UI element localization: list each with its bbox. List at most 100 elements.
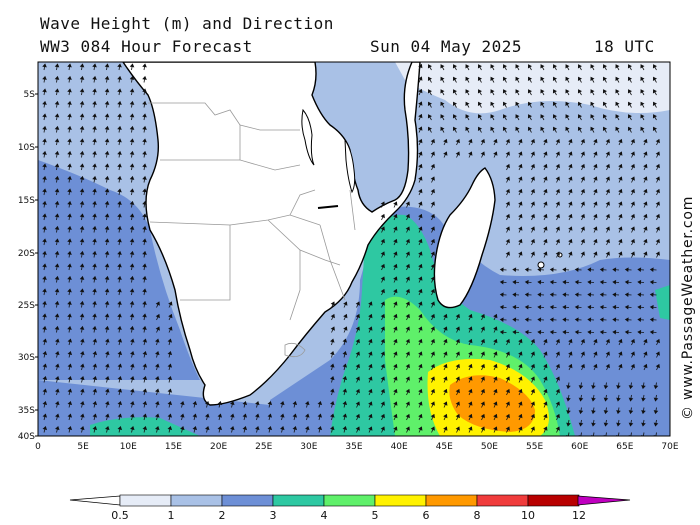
wave-arrow-head: [167, 338, 173, 343]
wave-arrow-head: [530, 238, 535, 244]
wave-arrow-head: [543, 413, 548, 419]
wave-arrow-head: [480, 363, 485, 369]
wave-arrow-head: [649, 317, 654, 323]
wave-arrow-head: [393, 301, 398, 306]
wave-arrow-head: [117, 313, 122, 318]
wave-arrow-head: [54, 288, 60, 293]
wave-arrow-head: [468, 138, 473, 144]
wave-arrow-head: [380, 251, 385, 256]
wave-arrow-head: [92, 138, 97, 143]
wave-arrow-head: [555, 151, 560, 156]
wave-arrow-head: [368, 376, 373, 381]
wave-arrow: [617, 432, 620, 436]
wave-arrow-head: [543, 188, 548, 194]
wave-arrow-head: [142, 338, 148, 343]
wave-arrow-head: [280, 425, 285, 431]
wave-arrow-head: [574, 329, 579, 335]
wave-arrow-head: [167, 375, 173, 381]
wave-arrow-head: [42, 325, 47, 330]
wave-arrow-head: [493, 138, 498, 144]
wave-arrow-head: [627, 76, 632, 82]
wave-arrow-head: [167, 400, 173, 406]
longitude-axis: 0 5E 10E 15E 20E 25E 30E 35E 40E 45E 50E 55E 60E 65E 7…: [35, 442, 679, 452]
wave-arrow-head: [104, 213, 110, 218]
wave-arrow-head: [540, 89, 545, 94]
wave-arrow-head: [142, 225, 147, 230]
wave-arrow-head: [330, 363, 335, 368]
wave-arrow-head: [105, 363, 110, 368]
wave-arrow-head: [627, 89, 632, 94]
wave-arrow-head: [155, 313, 160, 319]
wave-arrow-head: [565, 114, 570, 119]
wave-arrow-head: [418, 76, 423, 81]
wave-arrow-head: [92, 113, 97, 118]
wave-arrow-head: [555, 201, 560, 206]
wave-arrow-head: [129, 250, 135, 255]
wave-arrow-head: [577, 64, 582, 69]
wave-arrow-head: [605, 351, 610, 356]
wave-arrow-head: [652, 114, 657, 119]
wave-arrow-head: [393, 276, 398, 281]
wave-arrow-head: [105, 350, 110, 356]
lat-label: 35S: [18, 406, 35, 416]
wave-arrow-head: [655, 338, 660, 344]
wave-arrow-head: [79, 138, 85, 143]
wave-arrow-head: [305, 413, 310, 418]
wave-direction-arrows: [42, 63, 660, 436]
wave-arrow-head: [117, 75, 122, 80]
wave-arrow-head: [142, 313, 147, 318]
wave-arrow-head: [643, 201, 648, 206]
wave-arrow-head: [155, 413, 160, 418]
wave-arrow-head: [117, 125, 122, 130]
wave-arrow-head: [92, 200, 97, 205]
wave-arrow-head: [129, 138, 135, 143]
wave-arrow-head: [505, 251, 510, 256]
wave-arrow-head: [591, 410, 596, 415]
wave-arrow-head: [418, 251, 423, 256]
wave-arrow-head: [578, 397, 584, 402]
wave-arrow-head: [330, 338, 335, 343]
wave-arrow-head: [493, 376, 498, 381]
wave-arrow-head: [104, 188, 110, 193]
wave-arrow-head: [430, 288, 435, 294]
wave-arrow-head: [380, 313, 385, 319]
wave-arrow-head: [104, 300, 110, 305]
wave-arrow-head: [168, 313, 173, 319]
wave-arrow-head: [430, 151, 435, 156]
wave-arrow-head: [490, 64, 495, 69]
wave-arrow-head: [568, 338, 573, 344]
wave-arrow-head: [524, 317, 529, 323]
wave-arrow-head: [117, 275, 122, 280]
wave-arrow-head: [490, 126, 495, 132]
wave-arrow-head: [530, 163, 535, 169]
wave-arrow-head: [455, 338, 460, 344]
wave-arrow-head: [92, 175, 97, 180]
wave-arrow-head: [612, 329, 617, 335]
wave-arrow-head: [640, 76, 645, 82]
wave-arrow-head: [393, 363, 398, 369]
wave-arrow-head: [155, 338, 160, 343]
wave-arrow-head: [104, 313, 110, 318]
wave-arrow-head: [624, 317, 629, 323]
wave-arrow-head: [490, 101, 495, 107]
wave-arrow-head: [537, 304, 542, 310]
wave-arrow-head: [393, 263, 398, 269]
wave-arrow-head: [155, 363, 160, 368]
wave-arrow-head: [67, 125, 72, 130]
scale-swatch: [476, 494, 529, 507]
wave-arrow-head: [524, 279, 529, 285]
wave-arrow-head: [393, 238, 398, 244]
wave-arrow-head: [430, 201, 435, 206]
wave-arrow-head: [405, 201, 410, 206]
wave-arrow-head: [92, 150, 97, 155]
wave-arrow-head: [530, 201, 535, 206]
wave-arrow-head: [42, 313, 47, 318]
wave-arrow-head: [55, 413, 60, 418]
wave-arrow-head: [368, 326, 373, 331]
wave-arrow-head: [305, 425, 310, 431]
wave-arrow-head: [79, 163, 85, 168]
wave-arrow-head: [355, 426, 360, 431]
wave-arrow-head: [180, 425, 185, 431]
wave-arrow-head: [167, 388, 173, 393]
wave-arrow-head: [79, 250, 85, 255]
